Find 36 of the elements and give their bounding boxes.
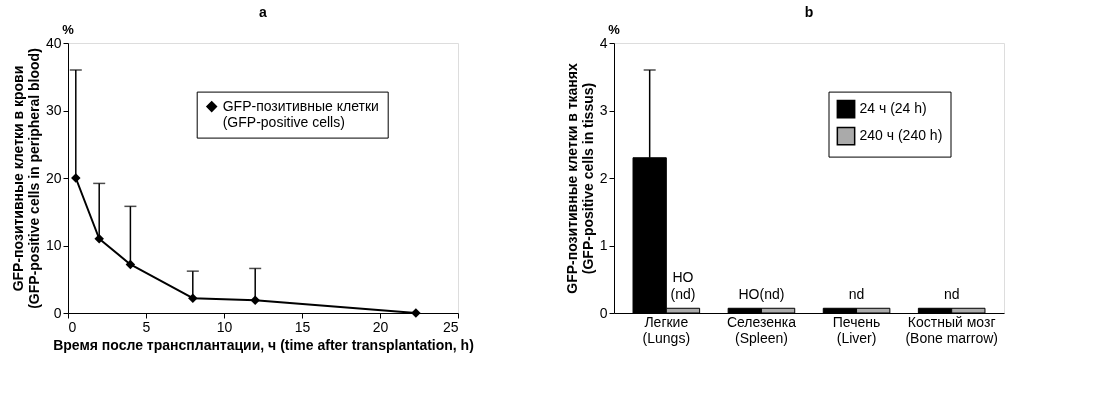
x-tick-label: Легкие (Lungs) <box>642 313 691 346</box>
y-axis-title: GFP-позитивные клетки в крови (GFP-positive cells in peripheral blood) <box>9 48 42 309</box>
y-tick-label: 10 <box>45 237 62 253</box>
point <box>250 295 260 305</box>
annotation: nd <box>943 286 960 303</box>
text: % <box>608 22 621 37</box>
y-tick-label: 30 <box>45 102 62 118</box>
annotation: НО (nd) <box>670 269 696 303</box>
x-tick-label: 20 <box>372 318 389 335</box>
x-tick-label: 5 <box>142 318 151 335</box>
legend-label: 24 ч (24 h) <box>859 100 927 117</box>
chart-title: b <box>804 4 814 20</box>
chart-title: a <box>259 4 268 20</box>
x-tick-label: 25 <box>442 318 459 335</box>
x-tick-label: Селезенка (Spleen) <box>726 313 797 346</box>
x-tick-label: 15 <box>294 318 311 335</box>
x-tick-label: 10 <box>216 318 233 335</box>
y-axis-title: GFP-позитивные клетки в тканях (GFP-positive cells in tissus) <box>563 63 596 294</box>
x-tick-label: Печень (Liver) <box>832 313 881 346</box>
annotation: nd <box>848 286 865 303</box>
y-tick-label: 4 <box>599 34 608 51</box>
text: % <box>62 22 75 37</box>
annotation: НО(nd) <box>738 286 785 303</box>
x-axis-title: Время после трансплантации, ч (time after transplantation, h) <box>53 336 474 353</box>
y-tick-label: 3 <box>599 102 608 118</box>
point <box>125 259 136 270</box>
legend-label: 240 ч (240 h) <box>859 127 943 144</box>
y-tick-label: 2 <box>599 169 608 186</box>
x-tick-label: Костный мозг (Bone marrow) <box>905 313 998 346</box>
point <box>94 234 104 244</box>
y-tick-label: 40 <box>45 34 62 51</box>
point <box>188 293 198 303</box>
legend-label: GFP-позитивные клетки (GFP-positive cells) <box>222 97 379 130</box>
y-tick-label: 20 <box>45 169 62 186</box>
y-tick-label: 1 <box>599 237 608 253</box>
x-tick-label: 0 <box>68 318 77 335</box>
